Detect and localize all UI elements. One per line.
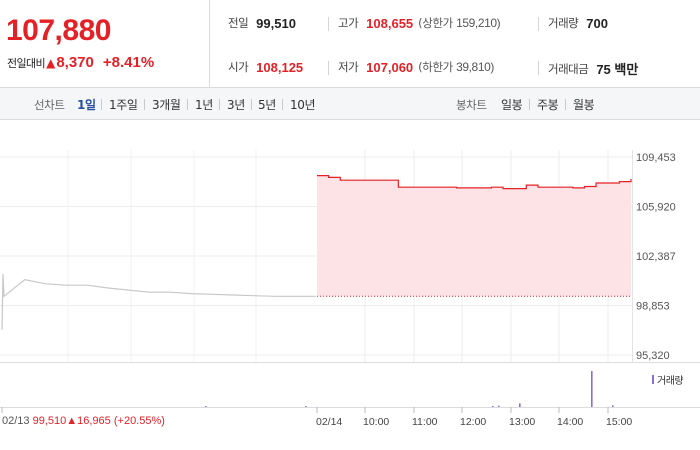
period-tab-1d[interactable]: 1일 <box>77 98 96 112</box>
divider <box>529 99 530 110</box>
stat-value: 75 백만 <box>596 62 639 77</box>
stat-value: 108,125 <box>256 59 304 75</box>
change-percent: +8.41% <box>102 54 155 71</box>
divider <box>219 99 220 110</box>
lower-limit-value: 39,810) <box>456 60 494 74</box>
divider <box>144 99 145 110</box>
chart-plot <box>1 175 632 330</box>
divider <box>538 61 539 75</box>
series-today-area <box>317 175 631 297</box>
volume-bar <box>519 403 521 407</box>
divider <box>328 61 329 75</box>
y-tick-label: 102,387 <box>636 251 676 263</box>
period-tab-10y[interactable]: 10년 <box>290 98 316 112</box>
candle-tab-monthly[interactable]: 월봉 <box>573 98 595 112</box>
period-tab-3m[interactable]: 3개월 <box>152 98 181 112</box>
y-tick-label: 95,320 <box>636 350 670 362</box>
chart-period-toolbar: 선차트 1일 1주일 3개월 1년 3년 5년 10년 봉차트 일봉 주봉 월봉 <box>0 88 700 120</box>
candle-tab-daily[interactable]: 일봉 <box>501 98 523 112</box>
upper-limit: (상한가 159,210) <box>418 15 500 31</box>
x-tick-label: 12:00 <box>460 416 486 428</box>
stat-low: 저가 107,060 (하한가 39,810) <box>338 59 494 75</box>
footer-change-percent: (+20.55%) <box>113 415 165 427</box>
stat-value: 108,655 <box>366 15 414 31</box>
stat-turnover: 거래대금 75 백만 <box>548 59 638 78</box>
x-tick-label: 13:00 <box>509 416 535 428</box>
x-tick-label: 11:00 <box>412 416 438 428</box>
stat-value: 99,510 <box>256 15 296 31</box>
change-value: 8,370 <box>56 54 94 71</box>
series-today-line <box>317 175 632 190</box>
series-previous-session-line <box>1 273 316 330</box>
footer-change: 16,965 <box>77 415 111 427</box>
divider <box>101 99 102 110</box>
up-arrow-icon: ▲ <box>46 55 56 70</box>
volume-bar <box>612 405 614 407</box>
divider <box>251 99 252 110</box>
period-tab-1w[interactable]: 1주일 <box>109 98 138 112</box>
stat-volume: 거래량 700 <box>548 15 608 31</box>
x-axis: 02/14 10:00 11:00 12:00 13:00 14:00 15:00 <box>1 407 632 428</box>
price-chart[interactable]: 109,453 105,920 102,387 98,853 95,320 02/14 1… <box>0 120 700 450</box>
volume-legend-label: 거래량 <box>657 376 684 387</box>
period-tab-3y[interactable]: 3년 <box>227 98 245 112</box>
volume-bar <box>498 405 500 407</box>
x-tick-label: 02/14 <box>316 416 342 428</box>
period-tab-5y[interactable]: 5년 <box>258 98 276 112</box>
upper-limit-value: 159,210) <box>456 16 501 30</box>
divider <box>282 99 283 110</box>
divider <box>538 17 539 31</box>
change-label: 전일대비 <box>7 56 46 70</box>
y-tick-label: 109,453 <box>636 152 676 164</box>
stat-prev-close: 전일 99,510 <box>228 15 296 31</box>
volume-chart <box>0 371 700 408</box>
stat-label: 고가 <box>338 16 359 30</box>
y-tick-label: 105,920 <box>636 202 676 214</box>
x-tick-label: 15:00 <box>606 416 632 428</box>
y-tick-label: 98,853 <box>636 301 670 313</box>
stat-value: 700 <box>586 15 608 31</box>
volume-legend: 거래량 <box>652 372 684 387</box>
footer-date: 02/13 <box>2 415 30 427</box>
candle-chart-label: 봉차트 <box>456 98 487 112</box>
period-tab-1y[interactable]: 1년 <box>195 98 213 112</box>
volume-legend-swatch <box>652 375 654 384</box>
stat-label: 거래대금 <box>548 61 589 76</box>
divider <box>187 99 188 110</box>
stat-label: 시가 <box>228 60 249 74</box>
x-tick-label: 10:00 <box>363 416 389 428</box>
up-arrow-icon: ▲ <box>66 415 78 427</box>
volume-bar <box>205 406 207 407</box>
stat-high: 고가 108,655 (상한가 159,210) <box>338 15 501 31</box>
stat-label: 전일 <box>228 16 249 30</box>
footer-close: 99,510 <box>32 415 67 427</box>
upper-limit-label: (상한가 <box>418 16 453 30</box>
stat-label: 저가 <box>338 60 359 74</box>
current-price: 107,880 <box>6 14 111 47</box>
price-change: 전일대비 ▲ 8,370 +8.41% <box>7 54 154 71</box>
lower-limit-label: (하한가 <box>418 60 453 74</box>
previous-session-info: 02/13 99,510▲16,965 (+20.55%) <box>2 415 165 427</box>
stat-value: 107,060 <box>366 59 414 75</box>
volume-bar <box>305 406 307 407</box>
x-tick-label: 14:00 <box>557 416 583 428</box>
divider <box>328 17 329 31</box>
volume-bar <box>591 371 593 407</box>
line-chart-label: 선차트 <box>34 98 65 112</box>
candle-tab-weekly[interactable]: 주봉 <box>537 98 559 112</box>
lower-limit: (하한가 39,810) <box>418 59 494 75</box>
divider <box>565 99 566 110</box>
y-axis: 109,453 105,920 102,387 98,853 95,320 <box>636 152 676 362</box>
volume-bar <box>492 406 494 407</box>
stat-open: 시가 108,125 <box>228 59 303 75</box>
price-summary: 107,880 전일대비 ▲ 8,370 +8.41% <box>0 0 210 88</box>
quote-header: 107,880 전일대비 ▲ 8,370 +8.41% 전일 99,510 고가… <box>0 0 700 88</box>
stat-label: 거래량 <box>548 16 579 30</box>
